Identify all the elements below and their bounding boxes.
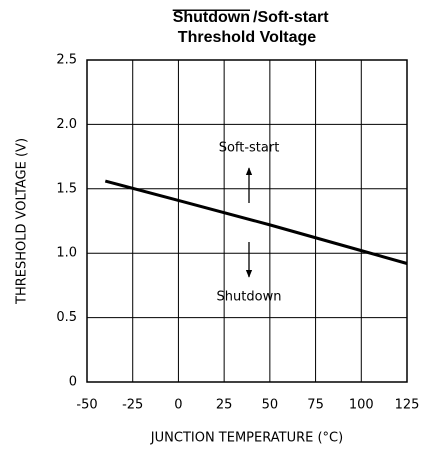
y-tick-label: 1.5 <box>56 181 77 196</box>
y-tick-label: 0 <box>69 375 77 390</box>
y-tick-label: 2.5 <box>56 53 77 68</box>
line-series <box>104 179 408 265</box>
y-tick-label: 0.5 <box>56 310 77 325</box>
annotation: Soft-start <box>219 141 280 156</box>
plot-frame <box>86 59 408 383</box>
x-tick-label: 50 <box>262 398 279 413</box>
y-axis-label: THRESHOLD VOLTAGE (V) <box>15 138 30 305</box>
x-tick-label: 125 <box>395 398 420 413</box>
y-tick-label: 1.0 <box>56 246 77 261</box>
x-tick-label: 75 <box>307 398 324 413</box>
chart-title: /Soft-start <box>253 9 329 26</box>
chart-title: Shutdown <box>173 9 250 26</box>
x-tick-label: 0 <box>174 398 182 413</box>
y-tick-label: 2.0 <box>56 117 77 132</box>
x-tick-label: -25 <box>122 398 143 413</box>
chart-title: Threshold Voltage <box>178 29 316 46</box>
annotation: Shutdown <box>217 290 282 305</box>
x-tick-label: 25 <box>216 398 233 413</box>
x-tick-label: -50 <box>76 398 97 413</box>
x-tick-label: 100 <box>349 398 374 413</box>
x-axis-label: JUNCTION TEMPERATURE (°C) <box>150 431 343 446</box>
